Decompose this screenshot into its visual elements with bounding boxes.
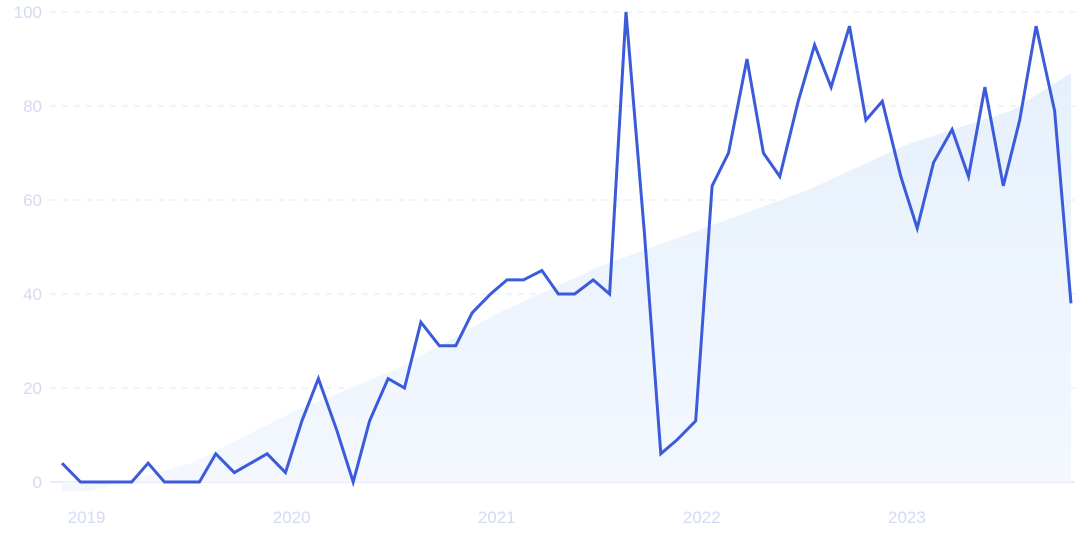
data-point	[316, 377, 320, 381]
data-point	[761, 151, 765, 155]
data-point	[437, 344, 441, 348]
data-point	[642, 231, 646, 235]
data-point	[1034, 24, 1038, 28]
data-point	[675, 438, 679, 442]
data-point	[932, 160, 936, 164]
x-tick-label: 2023	[888, 508, 926, 527]
data-point	[710, 184, 714, 188]
trend-area	[62, 73, 1071, 492]
data-point	[694, 419, 698, 423]
y-tick-label: 20	[23, 379, 42, 398]
data-point	[1053, 109, 1057, 113]
x-tick-label: 2021	[478, 508, 516, 527]
y-tick-label: 40	[23, 285, 42, 304]
data-point	[778, 175, 782, 179]
x-tick-label: 2022	[683, 508, 721, 527]
data-point	[864, 118, 868, 122]
data-point	[848, 24, 852, 28]
data-point	[608, 292, 612, 296]
data-point	[79, 480, 83, 484]
y-tick-label: 100	[14, 3, 42, 22]
data-point	[1069, 301, 1073, 305]
data-point	[351, 480, 355, 484]
data-point	[745, 57, 749, 61]
data-point	[505, 278, 509, 282]
x-tick-label: 2019	[68, 508, 106, 527]
data-point	[130, 480, 134, 484]
data-point	[624, 10, 628, 14]
data-point	[181, 480, 185, 484]
data-point	[591, 278, 595, 282]
y-tick-label: 80	[23, 97, 42, 116]
data-point	[197, 480, 201, 484]
x-tick-label: 2020	[273, 508, 311, 527]
data-point	[368, 419, 372, 423]
data-point	[1001, 184, 1005, 188]
trend-area-shape	[62, 73, 1071, 492]
data-point	[232, 471, 236, 475]
series-line	[60, 10, 1073, 488]
data-point	[214, 452, 218, 456]
y-tick-label: 60	[23, 191, 42, 210]
data-point	[727, 151, 731, 155]
data-point	[300, 419, 304, 423]
data-point	[899, 175, 903, 179]
data-point	[249, 461, 253, 465]
data-point	[284, 471, 288, 475]
data-point	[111, 480, 115, 484]
data-point	[659, 452, 663, 456]
data-point	[265, 452, 269, 456]
data-point	[335, 428, 339, 432]
axis-labels: 0 20 40 60 80 100 2019 2020 2021 2022 2023	[14, 3, 926, 527]
data-point	[829, 85, 833, 89]
data-point	[556, 292, 560, 296]
data-point	[573, 292, 577, 296]
data-point	[386, 377, 390, 381]
data-point	[489, 292, 493, 296]
data-point	[813, 43, 817, 47]
data-point	[950, 128, 954, 132]
data-point	[915, 226, 919, 230]
data-point	[95, 480, 99, 484]
data-point	[967, 175, 971, 179]
data-point	[470, 311, 474, 315]
y-tick-label: 0	[33, 473, 42, 492]
series-line-path	[60, 11, 1073, 488]
data-point	[146, 461, 150, 465]
data-point	[540, 269, 544, 273]
data-point	[983, 85, 987, 89]
data-point	[880, 99, 884, 103]
data-point	[521, 278, 525, 282]
data-point	[60, 461, 64, 465]
data-point	[796, 99, 800, 103]
data-point	[403, 386, 407, 390]
data-point	[454, 344, 458, 348]
data-point	[1018, 118, 1022, 122]
data-point	[419, 320, 423, 324]
data-point	[163, 480, 167, 484]
